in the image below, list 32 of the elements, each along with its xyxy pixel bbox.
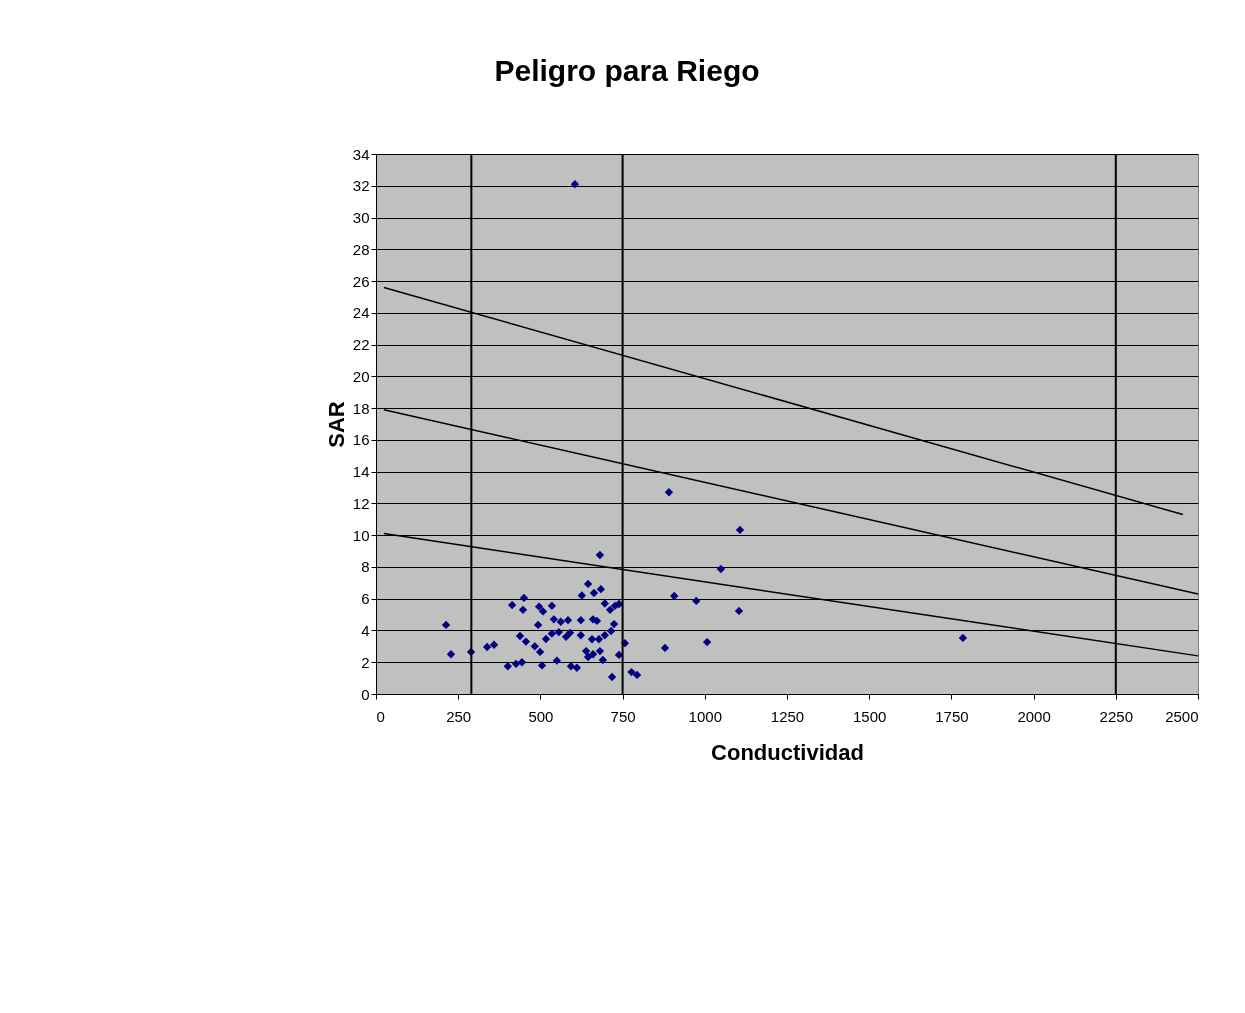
- x-tick-label: 0: [376, 707, 385, 725]
- y-tick-label: 28: [352, 240, 370, 258]
- y-tick-label: 34: [352, 145, 370, 163]
- y-tick-label: 12: [352, 494, 370, 512]
- x-tick-label: 500: [528, 707, 554, 725]
- y-tick-label: 14: [352, 463, 370, 481]
- x-tick-label: 1750: [935, 707, 969, 725]
- chart-title: Peligro para Riego: [494, 54, 760, 87]
- y-tick-label: 22: [352, 336, 370, 354]
- y-tick-label: 4: [361, 621, 370, 639]
- x-axis-title: Conductividad: [711, 739, 864, 765]
- x-tick-label: 1000: [688, 707, 722, 725]
- y-tick-label: 26: [352, 272, 370, 290]
- y-tick-label: 16: [352, 431, 370, 449]
- y-axis-title: SAR: [323, 401, 349, 448]
- y-tick-label: 2: [361, 653, 370, 671]
- y-tick-label: 18: [352, 399, 370, 417]
- y-tick-label: 6: [361, 590, 370, 608]
- x-tick-label: 2000: [1017, 707, 1051, 725]
- y-tick-label: 24: [352, 304, 370, 322]
- x-tick-label: 2250: [1099, 707, 1133, 725]
- x-tick-label: 750: [610, 707, 636, 725]
- y-tick-label: 10: [352, 526, 370, 544]
- y-tick-label: 20: [352, 367, 370, 385]
- y-tick-label: 8: [361, 558, 370, 576]
- y-tick-label: 30: [352, 209, 370, 227]
- x-tick-label: 2500: [1165, 707, 1199, 725]
- x-tick-label: 250: [446, 707, 472, 725]
- x-tick-label: 1500: [853, 707, 887, 725]
- y-tick-label: 0: [361, 685, 370, 703]
- x-tick-label: 1250: [770, 707, 805, 725]
- y-tick-label: 32: [352, 177, 370, 195]
